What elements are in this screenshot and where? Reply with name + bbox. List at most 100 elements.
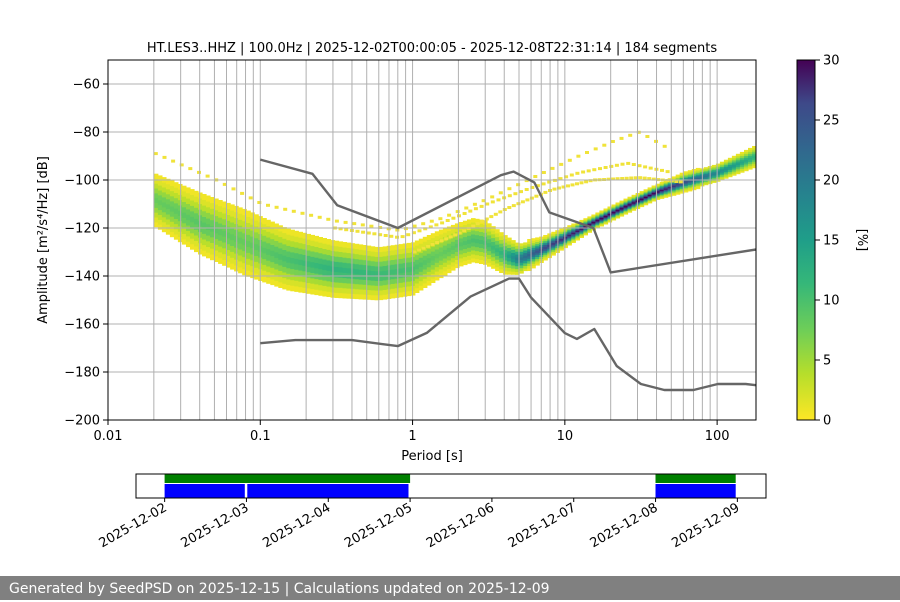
density-cell (527, 256, 532, 259)
density-cell (165, 188, 171, 195)
density-cell (679, 185, 685, 188)
density-cell (458, 238, 464, 243)
density-cell (643, 202, 649, 205)
psd-coverage-segment (164, 474, 411, 483)
x-tick-label: 1 (408, 429, 416, 444)
density-cell (210, 202, 215, 209)
density-cell (663, 186, 669, 189)
density-cell (579, 229, 584, 232)
density-cell (643, 203, 649, 206)
density-cell (254, 232, 259, 239)
density-cell (623, 207, 629, 209)
density-cell (527, 268, 532, 271)
density-cell (603, 209, 609, 212)
density-cell (314, 252, 319, 258)
density-cell (475, 230, 480, 236)
density-cell (402, 257, 408, 264)
density-cell (198, 214, 203, 221)
density-cell (599, 215, 604, 217)
density-cell (527, 243, 532, 247)
density-cell (703, 183, 709, 186)
density-cell (655, 187, 661, 189)
density-cell (406, 286, 412, 292)
density-cell (695, 174, 701, 177)
density-cell (667, 193, 673, 196)
density-cell (282, 232, 287, 239)
density-cell (306, 261, 311, 267)
density-cell (752, 159, 756, 163)
density-cell (735, 159, 741, 162)
density-cell (571, 239, 576, 242)
density-cell (687, 170, 693, 173)
density-cell (735, 162, 741, 166)
density-cell (603, 215, 609, 218)
density-cell (667, 182, 673, 185)
density-cell (278, 281, 283, 288)
density-cell (595, 218, 600, 221)
density-cell (639, 195, 645, 198)
density-cell (575, 230, 580, 232)
density-cell (153, 183, 159, 189)
density-cell (744, 153, 749, 156)
density-cell (226, 232, 231, 239)
density-cell (735, 170, 741, 173)
density-cell (571, 241, 576, 243)
density-cell (515, 262, 520, 267)
density-cell (595, 214, 600, 217)
density-cell (619, 207, 625, 210)
density-cell (499, 243, 504, 248)
density-cell (715, 173, 721, 176)
density-cell (338, 246, 344, 252)
density-cell (523, 255, 528, 259)
density-cell (426, 266, 432, 272)
density-cell (655, 184, 661, 187)
density-cell (266, 219, 271, 226)
density-cell (659, 197, 665, 199)
density-cell (378, 275, 384, 281)
density-cell (675, 183, 681, 186)
density-cell (715, 174, 721, 177)
density-cell (515, 271, 520, 275)
density-cell (370, 275, 376, 281)
density-cell (270, 244, 275, 251)
density-cell (659, 190, 665, 193)
sparse-psd-cell (529, 196, 534, 200)
sparse-psd-cell (205, 174, 210, 178)
density-cell (651, 189, 657, 191)
density-cell (748, 157, 753, 160)
density-cell (442, 228, 448, 233)
density-cell (422, 255, 428, 261)
density-cell (667, 178, 673, 180)
density-cell (615, 207, 621, 209)
density-cell (571, 232, 576, 235)
density-cell (687, 187, 693, 190)
density-cell (727, 157, 733, 160)
density-cell (479, 255, 484, 260)
density-cell (230, 251, 235, 258)
density-cell (326, 291, 332, 297)
density-cell (711, 169, 717, 172)
density-cell (471, 222, 476, 227)
density-cell (202, 205, 207, 212)
density-cell (181, 207, 187, 213)
density-cell (623, 201, 629, 203)
density-cell (430, 278, 436, 283)
sparse-psd-cell (395, 228, 400, 232)
sparse-psd-cell (171, 159, 176, 163)
density-cell (719, 173, 725, 176)
density-cell (563, 231, 568, 234)
density-cell (157, 185, 163, 191)
density-cell (173, 182, 179, 188)
sparse-psd-cell (484, 217, 489, 221)
density-cell (748, 155, 753, 158)
noise-models (259, 158, 756, 392)
density-cell (382, 284, 388, 290)
density-cell (651, 193, 657, 196)
density-cell (515, 268, 520, 272)
density-cell (194, 213, 199, 219)
density-cell (394, 287, 400, 294)
density-cell (450, 241, 456, 246)
density-cell (659, 193, 665, 196)
density-cell (382, 251, 388, 257)
density-cell (671, 180, 677, 183)
